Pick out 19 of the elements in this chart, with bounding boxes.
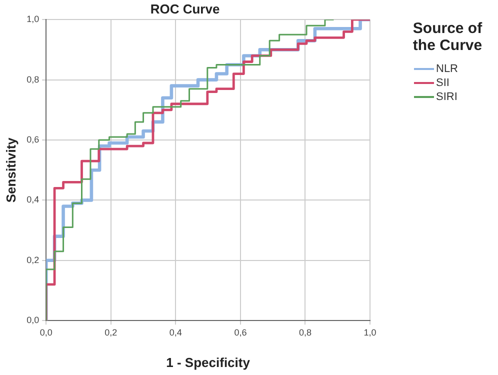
legend-title: Source of the Curve (412, 20, 484, 54)
y-axis-title: Sensitivity (3, 136, 18, 203)
chart-title: ROC Curve (150, 1, 220, 16)
legend-label: SIRI (436, 91, 458, 103)
x-axis-title: 1 - Specificity (166, 354, 251, 370)
x-tick-label: 0,2 (104, 327, 118, 338)
y-tick-label: 0,6 (26, 134, 40, 144)
x-tick-label: 1,0 (364, 327, 376, 338)
y-tick-label: 0,0 (26, 315, 40, 326)
y-tick-label: 0,4 (26, 194, 40, 205)
x-tick-label: 0,8 (298, 327, 312, 338)
y-tick-label: 0,8 (26, 74, 40, 84)
x-tick-label: 0,4 (169, 327, 182, 338)
legend-label: SII (436, 77, 450, 89)
legend-label: NLR (436, 63, 458, 75)
x-tick-label: 0,6 (234, 327, 247, 338)
y-tick-label: 1,0 (26, 14, 40, 24)
y-tick-label: 0,2 (26, 254, 40, 265)
x-tick-label: 0,0 (40, 327, 52, 338)
